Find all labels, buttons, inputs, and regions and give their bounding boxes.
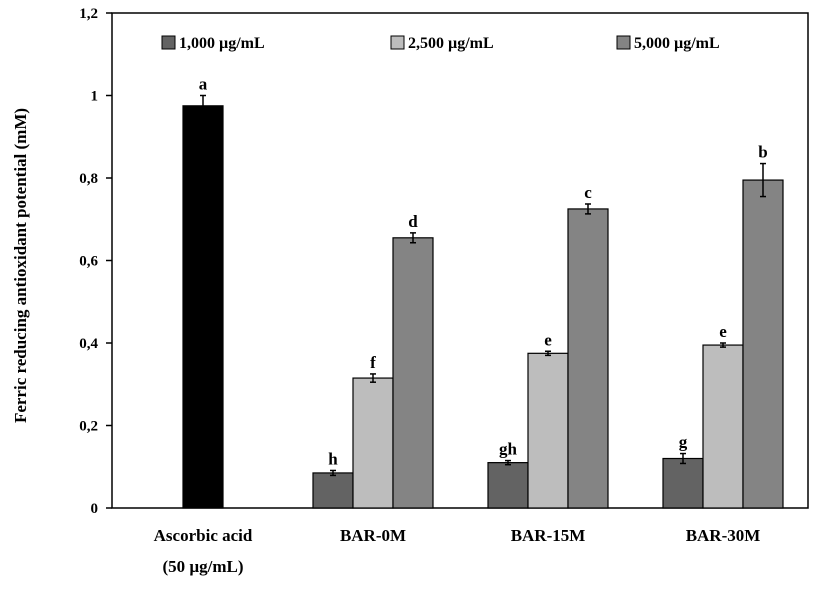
y-tick-label: 1,2 (79, 6, 98, 22)
legend-label: 5,000 µg/mL (634, 35, 720, 52)
bar (487, 462, 529, 509)
significance-letter: f (370, 353, 376, 372)
bar (742, 179, 784, 509)
bar (527, 352, 569, 509)
significance-letter: b (758, 143, 767, 162)
x-category-label: BAR-15M (511, 526, 586, 545)
significance-letter: h (328, 449, 338, 468)
bar (702, 344, 744, 509)
y-tick-label: 0,8 (79, 171, 98, 187)
bar (182, 105, 224, 509)
significance-letter: c (584, 183, 592, 202)
legend-label: 1,000 µg/mL (179, 35, 265, 52)
y-tick-label: 0 (91, 501, 99, 517)
y-tick-label: 0,4 (79, 336, 98, 352)
legend-swatch (161, 35, 176, 50)
y-tick-label: 0,6 (79, 254, 98, 270)
bar (352, 377, 394, 509)
significance-letter: gh (499, 440, 518, 459)
bar (312, 472, 354, 509)
significance-letter: g (679, 433, 688, 452)
legend-swatch (390, 35, 405, 50)
x-category-label: (50 µg/mL) (162, 557, 243, 576)
y-axis-label: Ferric reducing antioxidant potential (m… (11, 108, 30, 423)
y-tick-label: 1 (91, 89, 99, 105)
significance-letter: e (719, 322, 727, 341)
x-category-label: BAR-0M (340, 526, 406, 545)
legend-label: 2,500 µg/mL (408, 35, 494, 52)
bar (567, 208, 609, 509)
legend-swatch (616, 35, 631, 50)
significance-letter: d (408, 212, 418, 231)
significance-letter: e (544, 330, 552, 349)
x-category-label: Ascorbic acid (154, 526, 253, 545)
y-tick-label: 0,2 (79, 419, 98, 435)
bar (392, 237, 434, 509)
significance-letter: a (199, 75, 208, 94)
bar (662, 457, 704, 509)
x-category-label: BAR-30M (686, 526, 761, 545)
